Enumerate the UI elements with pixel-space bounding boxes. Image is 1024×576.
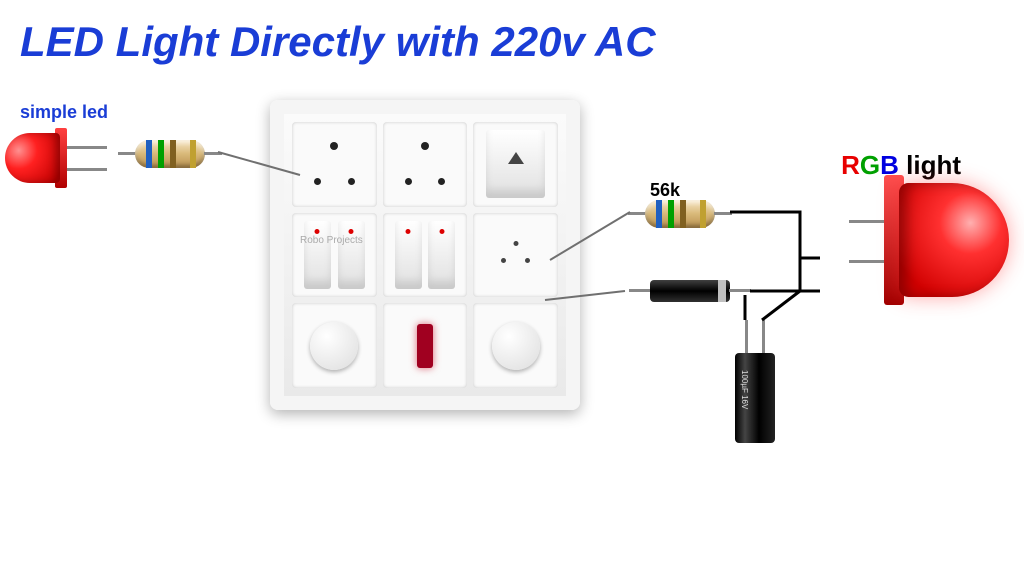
resistor-56k — [630, 200, 730, 228]
diode-component — [630, 280, 750, 302]
mini-socket — [473, 213, 558, 298]
resistor-1 — [120, 140, 220, 168]
indicator-light — [383, 303, 468, 388]
simple-led-component — [5, 128, 105, 188]
dimmer-1 — [292, 303, 377, 388]
double-switch-1 — [292, 213, 377, 298]
capacitor-component: 100µF 16V — [730, 320, 780, 450]
bell-switch — [473, 122, 558, 207]
double-switch-2 — [383, 213, 468, 298]
rgb-led-component — [849, 175, 1009, 305]
simple-led-label: simple led — [20, 102, 108, 123]
switchboard: Robo Projects — [270, 100, 580, 410]
resistor-value-label: 56k — [650, 180, 680, 201]
socket-2 — [383, 122, 468, 207]
main-title: LED Light Directly with 220v AC — [20, 18, 656, 66]
socket-1 — [292, 122, 377, 207]
capacitor-text: 100µF 16V — [740, 370, 749, 409]
watermark-text: Robo Projects — [300, 235, 363, 246]
dimmer-2 — [473, 303, 558, 388]
